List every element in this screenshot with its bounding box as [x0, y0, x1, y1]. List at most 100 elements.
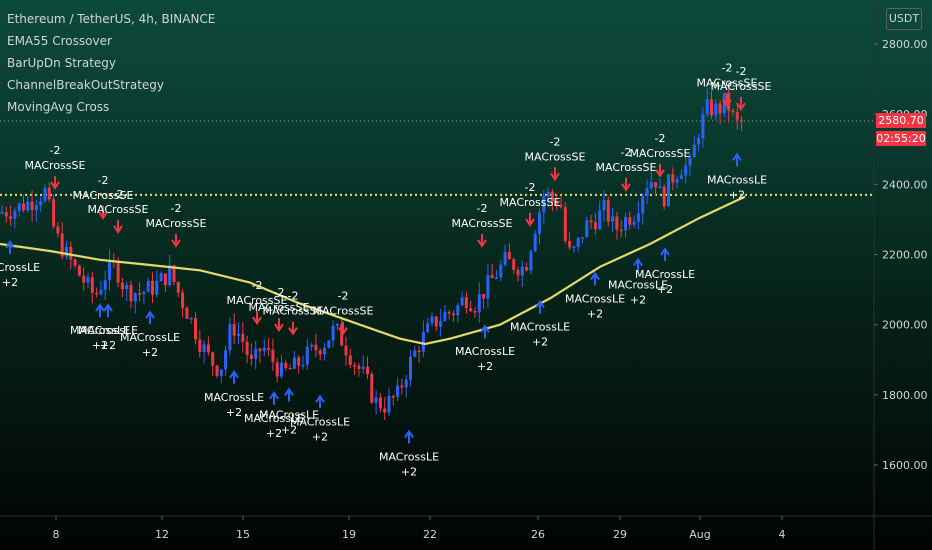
candle-body[interactable] — [258, 348, 262, 352]
candle-body[interactable] — [645, 188, 649, 197]
symbol-title[interactable]: Ethereum / TetherUS, 4h, BINANCE — [7, 12, 216, 26]
candle-body[interactable] — [499, 264, 503, 278]
candle-body[interactable] — [314, 344, 318, 351]
candle-body[interactable] — [482, 293, 486, 299]
candle-body[interactable] — [735, 111, 739, 120]
candle-body[interactable] — [701, 114, 705, 139]
candle-body[interactable] — [120, 282, 124, 290]
candle-body[interactable] — [430, 316, 434, 324]
candle-body[interactable] — [327, 340, 331, 348]
candle-body[interactable] — [168, 265, 172, 286]
candle-body[interactable] — [589, 220, 593, 223]
candle-body[interactable] — [323, 347, 326, 355]
candle-body[interactable] — [232, 324, 236, 336]
candle-body[interactable] — [224, 350, 228, 370]
candle-body[interactable] — [60, 233, 64, 257]
candle-body[interactable] — [181, 292, 185, 308]
candle-body[interactable] — [310, 344, 314, 347]
candle-body[interactable] — [460, 297, 464, 306]
candle-body[interactable] — [344, 345, 348, 356]
candle-body[interactable] — [426, 323, 430, 332]
candle-body[interactable] — [572, 246, 576, 249]
candle-body[interactable] — [228, 324, 232, 351]
candle-body[interactable] — [641, 196, 645, 214]
indicator-movingavg-cross[interactable]: MovingAvg Cross — [7, 100, 110, 114]
candle-body[interactable] — [649, 182, 653, 189]
candle-body[interactable] — [606, 200, 610, 222]
candle-body[interactable] — [396, 385, 400, 397]
candle-body[interactable] — [4, 212, 8, 217]
candle-body[interactable] — [211, 352, 215, 366]
candle-body[interactable] — [409, 356, 412, 380]
candle-body[interactable] — [353, 364, 357, 367]
candle-body[interactable] — [77, 265, 81, 276]
candle-body[interactable] — [13, 210, 17, 219]
candle-body[interactable] — [9, 216, 13, 219]
candle-body[interactable] — [598, 210, 602, 230]
candle-body[interactable] — [619, 229, 623, 232]
candle-body[interactable] — [378, 397, 382, 409]
candle-body[interactable] — [628, 217, 632, 225]
candle-body[interactable] — [361, 366, 365, 369]
candle-body[interactable] — [129, 284, 133, 302]
candle-body[interactable] — [22, 203, 25, 211]
candle-body[interactable] — [47, 187, 51, 200]
candle-body[interactable] — [675, 178, 679, 183]
candle-body[interactable] — [0, 212, 4, 214]
candle-body[interactable] — [65, 246, 68, 257]
candle-body[interactable] — [357, 365, 361, 369]
candle-body[interactable] — [56, 226, 60, 234]
candle-body[interactable] — [335, 323, 339, 326]
candle-body[interactable] — [172, 265, 176, 282]
candle-body[interactable] — [615, 216, 619, 230]
candle-body[interactable] — [542, 196, 546, 213]
candle-body[interactable] — [219, 369, 223, 376]
candle-body[interactable] — [710, 99, 713, 116]
candle-body[interactable] — [189, 317, 193, 320]
candle-body[interactable] — [417, 350, 421, 353]
candle-body[interactable] — [512, 259, 516, 270]
candle-body[interactable] — [718, 103, 722, 114]
candle-body[interactable] — [249, 354, 253, 360]
candle-body[interactable] — [654, 182, 658, 188]
candle-body[interactable] — [318, 350, 322, 355]
candle-body[interactable] — [443, 311, 447, 321]
candle-body[interactable] — [383, 408, 387, 413]
candle-body[interactable] — [202, 344, 206, 353]
candle-body[interactable] — [731, 110, 735, 113]
candle-body[interactable] — [288, 368, 292, 370]
candle-body[interactable] — [133, 293, 137, 302]
currency-button[interactable]: USDT — [886, 8, 922, 30]
candle-body[interactable] — [697, 138, 701, 145]
candle-body[interactable] — [90, 277, 94, 293]
candle-body[interactable] — [305, 346, 309, 365]
candle-body[interactable] — [705, 99, 709, 115]
candle-body[interactable] — [267, 347, 271, 350]
candle-body[interactable] — [469, 308, 473, 312]
candle-body[interactable] — [142, 291, 146, 294]
candle-body[interactable] — [495, 277, 498, 279]
candle-body[interactable] — [555, 201, 559, 206]
candle-body[interactable] — [516, 269, 520, 276]
candle-body[interactable] — [507, 252, 511, 260]
candle-body[interactable] — [490, 275, 494, 279]
candle-body[interactable] — [245, 341, 249, 355]
candle-body[interactable] — [684, 165, 688, 176]
candle-body[interactable] — [374, 397, 378, 403]
candle-body[interactable] — [301, 364, 305, 367]
candle-body[interactable] — [292, 357, 296, 369]
candle-body[interactable] — [679, 175, 683, 179]
candle-body[interactable] — [198, 339, 202, 353]
candle-body[interactable] — [86, 277, 90, 283]
candle-body[interactable] — [740, 119, 744, 122]
candle-body[interactable] — [254, 348, 258, 360]
candle-body[interactable] — [568, 240, 572, 248]
candle-body[interactable] — [43, 187, 47, 201]
candle-body[interactable] — [477, 293, 481, 313]
candle-body[interactable] — [271, 349, 275, 363]
candle-body[interactable] — [434, 316, 438, 327]
candle-body[interactable] — [546, 191, 550, 197]
candle-body[interactable] — [340, 323, 344, 346]
